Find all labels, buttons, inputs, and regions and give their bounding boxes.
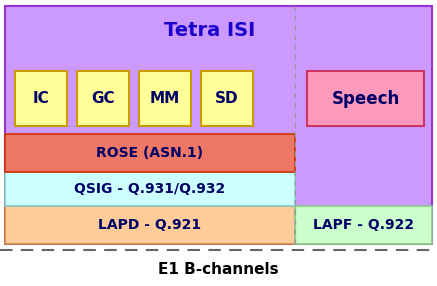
Text: GC: GC (91, 91, 115, 106)
Text: Tetra ISI: Tetra ISI (164, 21, 256, 41)
Bar (201, 71, 253, 126)
Text: IC: IC (33, 91, 49, 106)
Bar (5, 206, 295, 244)
Bar (5, 172, 295, 206)
Text: LAPD - Q.921: LAPD - Q.921 (98, 218, 201, 232)
Bar (5, 134, 295, 172)
Bar (307, 71, 424, 126)
Text: E1 B-channels: E1 B-channels (158, 263, 278, 277)
Bar (15, 71, 67, 126)
Text: LAPF - Q.922: LAPF - Q.922 (313, 218, 414, 232)
Text: QSIG - Q.931/Q.932: QSIG - Q.931/Q.932 (74, 182, 225, 196)
Bar (77, 71, 129, 126)
Bar (5, 6, 432, 244)
Text: Speech: Speech (331, 90, 399, 108)
Text: SD: SD (215, 91, 239, 106)
Text: ROSE (ASN.1): ROSE (ASN.1) (97, 146, 204, 160)
Bar (295, 206, 432, 244)
Text: MM: MM (150, 91, 180, 106)
Bar (139, 71, 191, 126)
